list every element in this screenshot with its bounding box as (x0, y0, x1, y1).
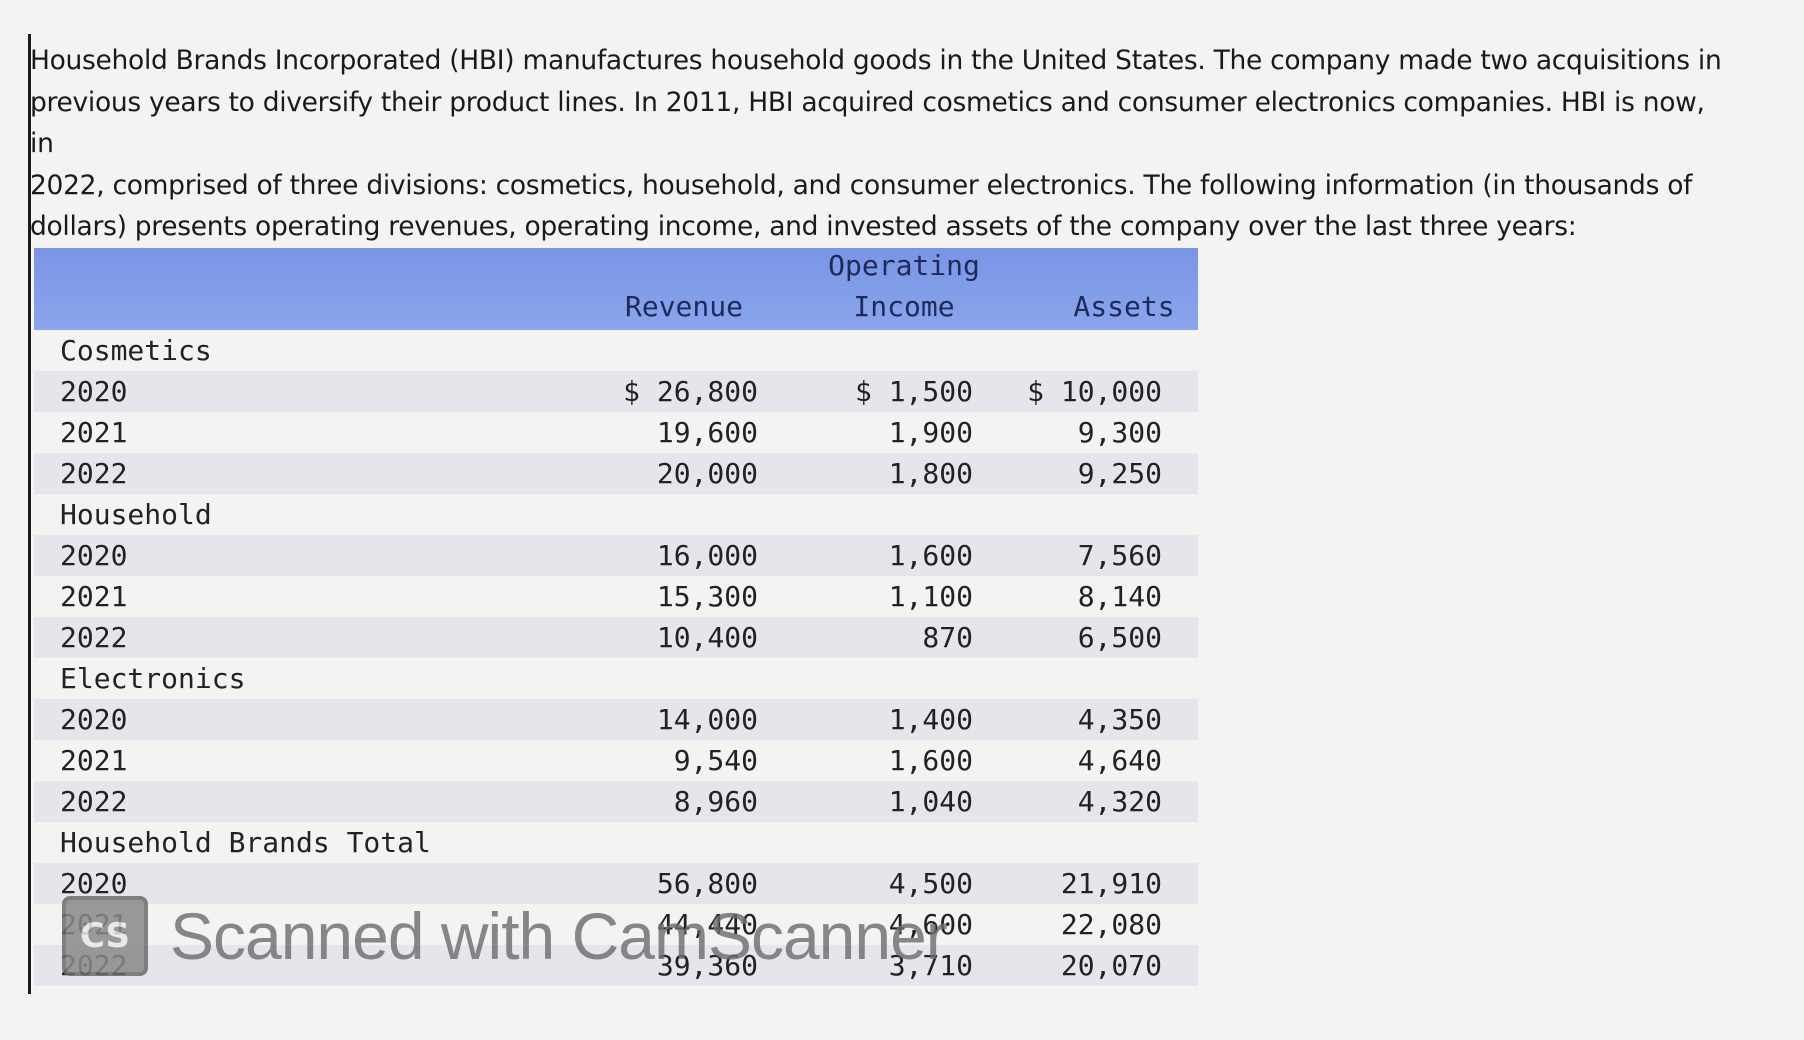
revenue-cell: 15,300 (656, 580, 758, 613)
table-row: Household (34, 494, 1198, 535)
row-label: 2020 (60, 539, 128, 572)
assets-cell: 4,350 (1077, 703, 1162, 736)
row-label: 2022 (60, 621, 128, 654)
operating-income-cell: 3,710 (888, 949, 973, 982)
header-operating-line1: Operating (828, 249, 980, 282)
assets-cell: 20,070 (1060, 949, 1162, 982)
camscanner-logo-icon: CS (62, 896, 148, 976)
row-label: 2021 (60, 580, 128, 613)
financial-table: Revenue Operating Income Assets Cosmetic… (34, 248, 1198, 986)
revenue-cell: 39,360 (656, 949, 758, 982)
revenue-cell: 16,000 (656, 539, 758, 572)
assets-cell: 4,320 (1077, 785, 1162, 818)
row-label: Household Brands Total (60, 826, 431, 859)
table-body: Cosmetics 2020 $ 26,800 $ 1,500 $ 10,000 2021… (34, 330, 1198, 986)
row-label: Cosmetics (60, 334, 212, 367)
row-label: Household (60, 498, 212, 531)
table-row: Cosmetics (34, 330, 1198, 371)
row-label: 2021 (60, 416, 128, 449)
table-row: Household Brands Total (34, 822, 1198, 863)
camscanner-watermark: CS Scanned with CamScanner (62, 896, 948, 976)
left-margin-rule (28, 34, 31, 994)
header-operating-line2: Income (853, 290, 955, 323)
intro-line: previous years to diversify their produc… (30, 86, 1705, 160)
table-row: Electronics (34, 658, 1198, 699)
revenue-cell: 20,000 (656, 457, 758, 490)
table-row: 2020 $ 26,800 $ 1,500 $ 10,000 (34, 371, 1198, 412)
table-header: Revenue Operating Income Assets (34, 248, 1198, 330)
operating-income-cell: 1,800 (888, 457, 973, 490)
assets-cell: 8,140 (1077, 580, 1162, 613)
operating-income-cell: 1,100 (888, 580, 973, 613)
table-row: 2021 15,300 1,100 8,140 (34, 576, 1198, 617)
header-operating-income: Operating Income (774, 245, 1034, 327)
row-label: 2020 (60, 703, 128, 736)
revenue-cell: 9,540 (673, 744, 758, 777)
operating-income-cell: $ 1,500 (854, 375, 973, 408)
table-row: 2021 19,600 1,900 9,300 (34, 412, 1198, 453)
operating-income-cell: 4,600 (888, 908, 973, 941)
row-label: 2020 (60, 867, 128, 900)
operating-income-cell: 1,900 (888, 416, 973, 449)
operating-income-cell: 4,500 (888, 867, 973, 900)
revenue-cell: $ 26,800 (623, 375, 758, 408)
assets-cell: 21,910 (1060, 867, 1162, 900)
intro-paragraph: Household Brands Incorporated (HBI) manu… (30, 40, 1730, 248)
operating-income-cell: 870 (922, 621, 973, 654)
assets-cell: 6,500 (1077, 621, 1162, 654)
row-label: 2021 (60, 744, 128, 777)
assets-cell: $ 10,000 (1027, 375, 1162, 408)
row-label: 2022 (60, 785, 128, 818)
table-row: 2022 8,960 1,040 4,320 (34, 781, 1198, 822)
table-row: 2020 16,000 1,600 7,560 (34, 535, 1198, 576)
table-row: 2020 56,800 4,500 21,910 (34, 863, 1198, 904)
header-assets: Assets (1073, 290, 1175, 323)
row-label: 2022 (60, 457, 128, 490)
table-row: 2020 14,000 1,400 4,350 (34, 699, 1198, 740)
revenue-cell: 19,600 (656, 416, 758, 449)
table-row: 2021 9,540 1,600 4,640 (34, 740, 1198, 781)
revenue-cell: 14,000 (656, 703, 758, 736)
header-revenue: Revenue (624, 290, 743, 323)
revenue-cell: 44,440 (656, 908, 758, 941)
assets-cell: 9,250 (1077, 457, 1162, 490)
operating-income-cell: 1,400 (888, 703, 973, 736)
intro-line: dollars) presents operating revenues, op… (30, 211, 1577, 242)
assets-cell: 22,080 (1060, 908, 1162, 941)
operating-income-cell: 1,600 (888, 539, 973, 572)
intro-line: Household Brands Incorporated (HBI) manu… (30, 45, 1722, 76)
table-row: 2022 20,000 1,800 9,250 (34, 453, 1198, 494)
row-label: Electronics (60, 662, 246, 695)
row-label: 2020 (60, 375, 128, 408)
revenue-cell: 10,400 (656, 621, 758, 654)
operating-income-cell: 1,040 (888, 785, 973, 818)
operating-income-cell: 1,600 (888, 744, 973, 777)
watermark-text: Scanned with CamScanner (170, 899, 948, 973)
revenue-cell: 56,800 (656, 867, 758, 900)
intro-line: 2022, comprised of three divisions: cosm… (30, 169, 1693, 201)
table-row: 2022 10,400 870 6,500 (34, 617, 1198, 658)
assets-cell: 7,560 (1077, 539, 1162, 572)
assets-cell: 9,300 (1077, 416, 1162, 449)
assets-cell: 4,640 (1077, 744, 1162, 777)
revenue-cell: 8,960 (673, 785, 758, 818)
